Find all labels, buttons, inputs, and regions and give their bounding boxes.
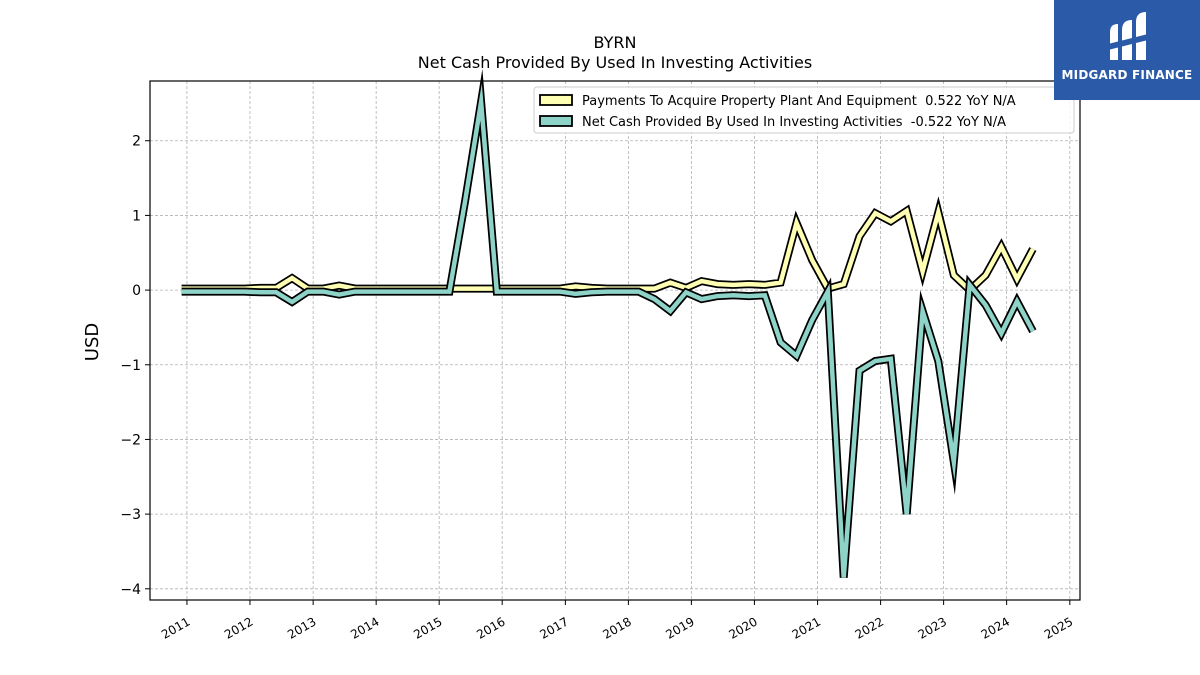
- x-tick-label: 2014: [348, 614, 381, 641]
- brand-badge: MIDGARD FINANCE: [1054, 0, 1200, 100]
- x-tick-label: 2020: [726, 614, 759, 641]
- y-tick-label: 1: [132, 208, 141, 224]
- x-tick-label: 2012: [222, 614, 255, 641]
- chart-title: BYRN: [594, 33, 637, 52]
- y-tick-label: 0: [132, 283, 141, 299]
- x-tick-label: 2021: [790, 614, 823, 641]
- x-tick-label: 2025: [1042, 614, 1075, 641]
- series-line-2: [181, 83, 1035, 578]
- y-axis: 2 1 0 −1 −2 −3 −4: [120, 134, 150, 598]
- legend-label-1: Payments To Acquire Property Plant And E…: [582, 94, 1016, 109]
- x-tick-label: 2023: [916, 614, 949, 641]
- legend-box: [533, 86, 1075, 134]
- x-tick-label: 2013: [285, 614, 318, 641]
- midgard-logo-icon: [1108, 12, 1148, 60]
- y-tick-label: −4: [120, 582, 141, 598]
- x-tick-label: 2024: [979, 614, 1012, 641]
- chart-subtitle: Net Cash Provided By Used In Investing A…: [418, 53, 812, 72]
- x-tick-label: 2019: [663, 614, 696, 641]
- legend-label-2: Net Cash Provided By Used In Investing A…: [582, 115, 1006, 130]
- x-tick-label: 2011: [159, 614, 192, 641]
- x-axis: 2011 2012 2013 2014 2015 2016 2017 2018 2019 2020…: [159, 600, 1075, 642]
- x-tick-label: 2022: [853, 614, 886, 641]
- legend: Payments To Acquire Property Plant And E…: [533, 86, 1075, 134]
- legend-swatch-2: [539, 115, 573, 127]
- plot-frame: [149, 80, 1081, 601]
- series-line-outline-1: [181, 196, 1037, 296]
- brand-name: MIDGARD FINANCE: [1061, 68, 1193, 82]
- y-tick-label: −2: [120, 432, 141, 448]
- x-tick-label: 2015: [411, 614, 444, 641]
- series-line-1: [181, 203, 1035, 294]
- x-tick-label: 2018: [600, 614, 633, 641]
- grid-lines: [150, 81, 1080, 600]
- y-tick-label: 2: [132, 134, 141, 150]
- y-tick-label: −1: [120, 358, 141, 374]
- y-tick-label: −3: [120, 507, 141, 523]
- legend-swatch-1: [539, 94, 573, 106]
- y-axis-label: USD: [82, 323, 103, 361]
- x-tick-label: 2017: [537, 614, 570, 641]
- series-layer: [181, 68, 1037, 578]
- x-tick-label: 2016: [474, 614, 507, 641]
